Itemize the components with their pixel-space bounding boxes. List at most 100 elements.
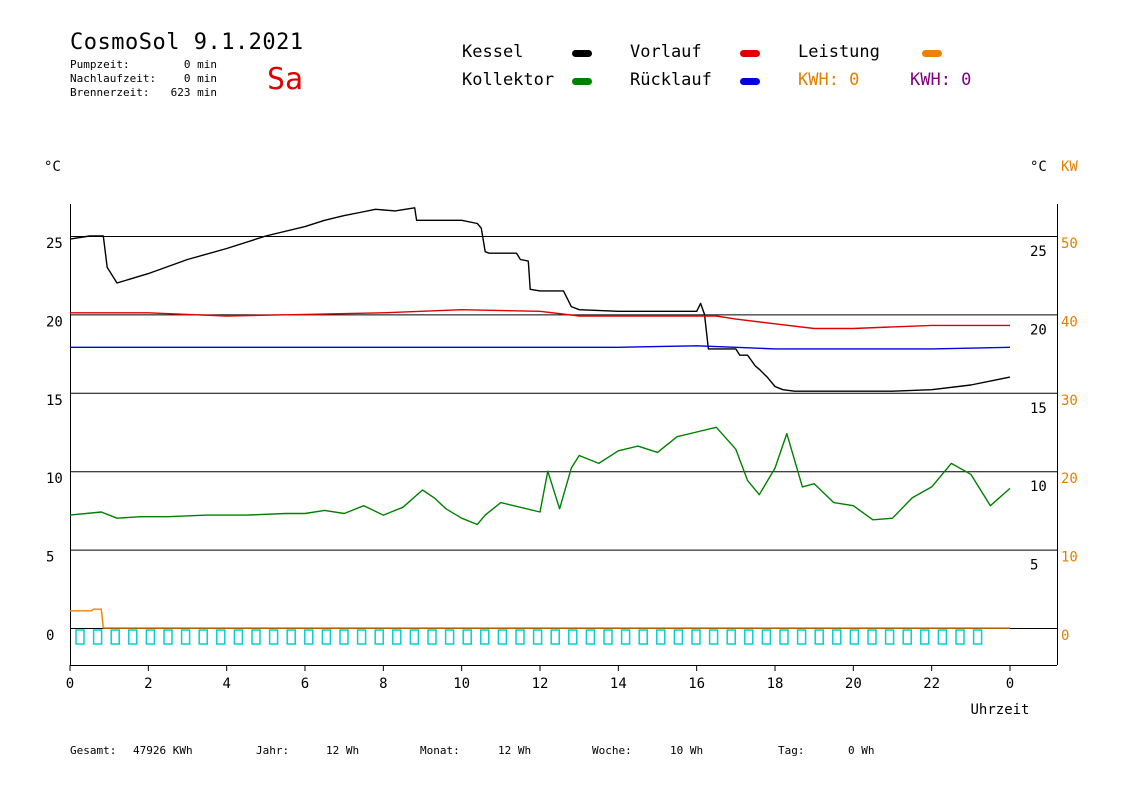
cyan-pulse: [708, 629, 719, 645]
cyan-pulse: [392, 629, 402, 645]
cyan-pulse: [180, 629, 191, 645]
x-tick-label: 10: [453, 676, 470, 692]
cyan-pulse: [75, 629, 85, 645]
cyan-pulse: [110, 629, 120, 645]
cyan-pulse: [233, 629, 244, 645]
y-right2-unit: KW: [1061, 159, 1078, 175]
series-vorlauf: [70, 309, 1010, 330]
y-right-tick-label: 20: [1030, 322, 1047, 338]
axes: [69, 204, 1058, 671]
cyan-pulse: [427, 629, 437, 645]
legend-label-ruecklauf: Rücklauf: [630, 70, 712, 90]
footer-tag-value: 0 Wh: [848, 744, 875, 757]
cyan-pulse: [339, 629, 349, 645]
legend-label-kessel: Kessel: [462, 42, 524, 62]
cyan-pulse: [832, 629, 842, 645]
cyan-pulse: [955, 629, 965, 645]
cyan-pulse: [128, 629, 138, 645]
cyan-pulse: [497, 629, 508, 645]
cyan-pulse: [163, 629, 173, 645]
cyan-pulse: [286, 629, 296, 645]
cyan-pulse: [744, 629, 754, 645]
legend-swatch-ruecklauf: [740, 78, 760, 85]
cyan-pulse: [867, 629, 877, 645]
y-right2-tick-label: 30: [1061, 393, 1078, 409]
cyan-pulse: [603, 629, 613, 645]
legend-label-kollektor: Kollektor: [462, 70, 555, 90]
legend-label-leistung: Leistung: [798, 42, 880, 62]
y-right2-tick-label: 40: [1061, 314, 1078, 330]
cyan-pulse: [251, 629, 261, 645]
grid-lines: [70, 236, 1057, 629]
y-left-unit: °C: [44, 159, 61, 175]
y-left-tick-label: 20: [46, 314, 63, 330]
y-right-tick-label: 5: [1030, 558, 1038, 574]
cyan-pulse: [779, 629, 789, 645]
cyan-pulse: [444, 629, 455, 645]
cyan-pulse: [673, 629, 684, 645]
stat-label-nachlaufzeit: Nachlaufzeit:: [70, 72, 157, 85]
cyan-pulse: [374, 629, 384, 645]
cyan-pulse: [198, 629, 208, 645]
cyan-pulse: [480, 629, 490, 645]
x-tick-label: 14: [610, 676, 627, 692]
footer-gesamt-label: Gesamt:: [70, 744, 117, 757]
cyan-pulse: [620, 629, 631, 645]
legend-swatch-vorlauf: [740, 50, 760, 57]
x-tick-label: 22: [923, 676, 940, 692]
legend-label-vorlauf: Vorlauf: [630, 42, 702, 62]
y-left-tick-label: 5: [46, 550, 54, 566]
cyan-pulse: [568, 629, 578, 645]
stat-value-pumpzeit: 0 min: [183, 58, 217, 71]
footer-jahr-value: 12 Wh: [326, 744, 360, 757]
stat-label-brennerzeit: Brennerzeit:: [70, 86, 150, 99]
cyan-pulse: [356, 629, 367, 645]
cyan-pulse: [409, 629, 420, 645]
x-tick-label: 18: [767, 676, 784, 692]
y-left-tick-label: 15: [46, 393, 63, 409]
x-tick-label: 12: [532, 676, 549, 692]
axis-labels: 0 2 4 6 8 10 12 14 16 18 20 22 0Uhrzeit2520151050°C2…: [44, 159, 1078, 718]
cyan-pulse: [145, 629, 156, 645]
series-kessel: [69, 207, 1011, 392]
cyan-pulse-row: [75, 629, 983, 645]
cyan-pulse: [884, 629, 895, 645]
cyan-pulse: [585, 629, 596, 645]
cyan-pulse: [638, 629, 648, 645]
y-right-tick-label: 10: [1030, 479, 1047, 495]
y-right2-tick-label: 0: [1061, 628, 1069, 644]
series-lines: [69, 207, 1011, 629]
series-rcklauf: [70, 345, 1011, 350]
series-kollektor: [69, 426, 1011, 526]
x-tick-label: 6: [301, 676, 309, 692]
y-right2-tick-label: 50: [1061, 236, 1078, 252]
x-axis-unit: Uhrzeit: [970, 702, 1029, 718]
y-right-tick-label: 25: [1030, 244, 1047, 260]
legend-swatch-kollektor: [572, 78, 592, 85]
cyan-pulse: [920, 629, 930, 645]
cyan-pulse: [462, 629, 472, 645]
cyan-pulse: [216, 629, 226, 645]
y-left-tick-label: 0: [46, 628, 54, 644]
footer-woche-label: Woche:: [592, 744, 632, 757]
footer-woche-value: 10 Wh: [670, 744, 704, 757]
cyan-pulse: [304, 629, 314, 645]
x-tick-label: 0: [1006, 676, 1014, 692]
x-tick-label: 0: [66, 676, 74, 692]
y-right2-tick-label: 10: [1061, 550, 1078, 566]
stat-value-brennerzeit: 623 min: [170, 86, 217, 99]
cyan-pulse: [726, 629, 736, 645]
x-tick-label: 16: [688, 676, 705, 692]
x-tick-label: 4: [222, 676, 230, 692]
cyan-pulse: [268, 629, 279, 645]
legend-kwh-leistung: KWH: 0: [798, 70, 860, 90]
x-tick-label: 8: [379, 676, 387, 692]
cyan-pulse: [796, 629, 807, 645]
y-right2-tick-label: 20: [1061, 471, 1078, 487]
legend-swatch-kessel: [572, 50, 592, 57]
weekday-label: Sa: [267, 62, 304, 97]
cyan-pulse: [972, 629, 983, 645]
cyan-pulse: [321, 629, 332, 645]
y-right-unit: °C: [1030, 159, 1047, 175]
